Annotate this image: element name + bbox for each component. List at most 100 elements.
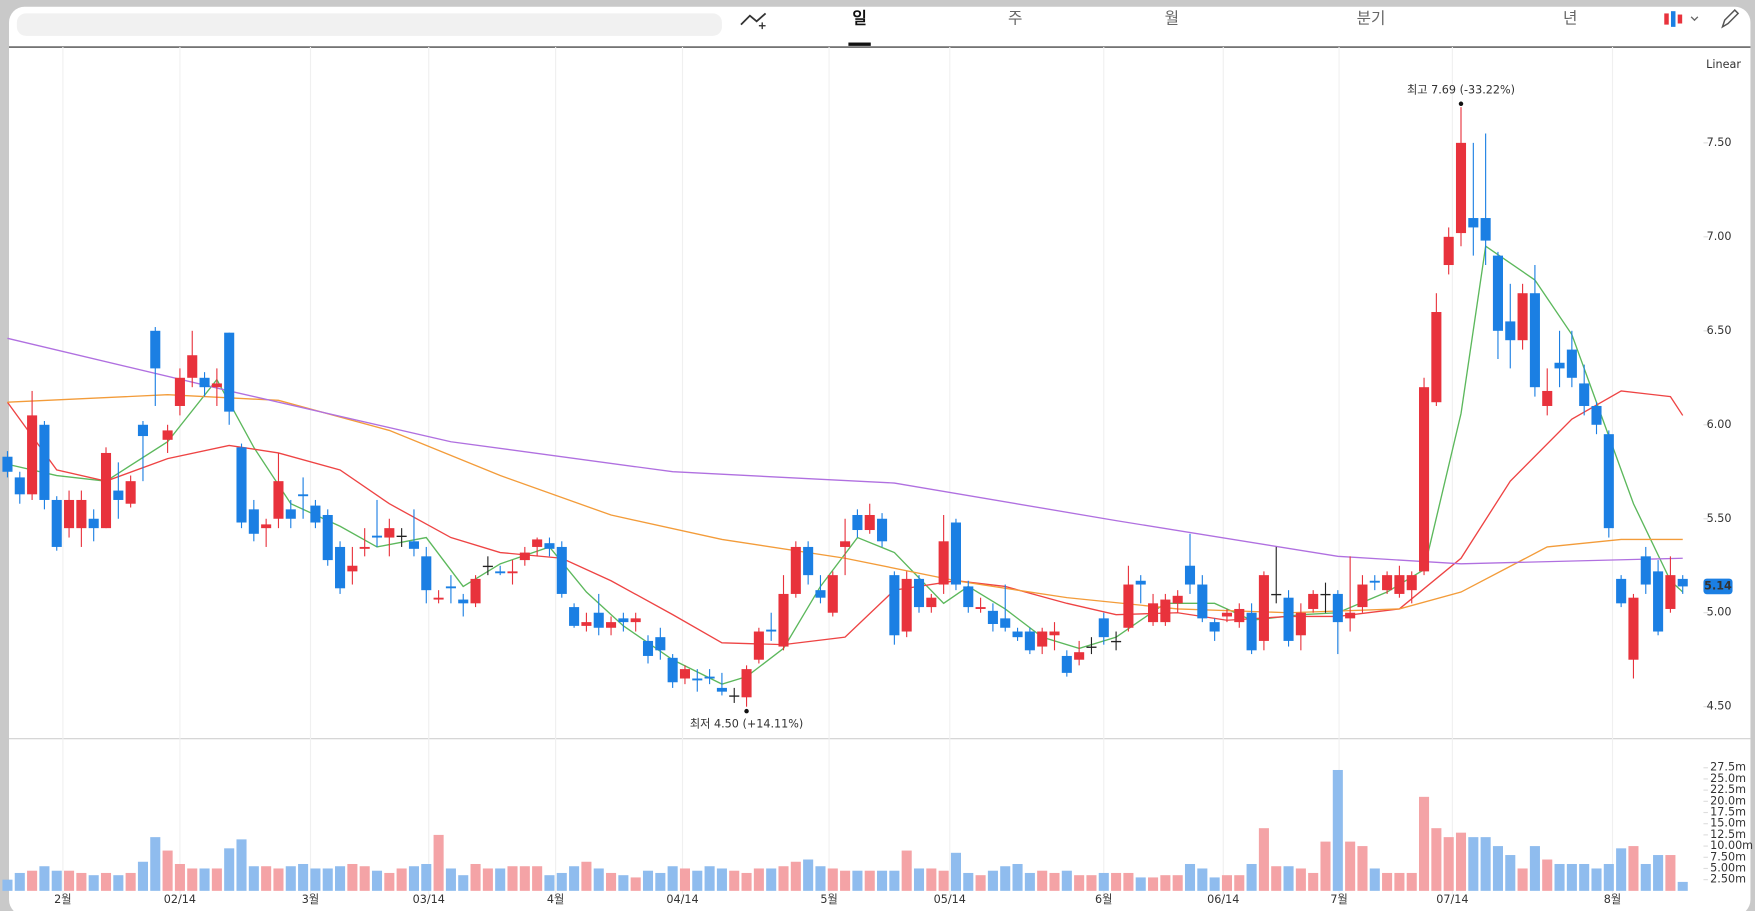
candle-body	[1382, 575, 1393, 591]
candle-body	[519, 552, 530, 561]
volume-bar	[1209, 877, 1220, 891]
candle-body	[766, 629, 777, 632]
candle-body	[877, 518, 888, 542]
volume-bar	[815, 866, 826, 891]
volume-bar	[125, 872, 136, 891]
volume-bar	[544, 875, 555, 891]
volume-bar	[606, 872, 617, 891]
volume-tick-label: 5.00m	[1710, 861, 1746, 874]
x-tick-label: 8월	[1604, 893, 1621, 906]
search-box[interactable]	[16, 13, 722, 36]
volume-bar	[519, 866, 530, 891]
volume-bar	[618, 875, 629, 891]
tab[interactable]: 주	[1008, 9, 1022, 28]
volume-bar	[1455, 832, 1467, 891]
scale-mode[interactable]: Linear	[1706, 58, 1741, 71]
volume-bar	[76, 872, 87, 891]
candle-body	[273, 481, 284, 519]
candle-body	[76, 499, 87, 529]
volume-bar	[790, 861, 801, 891]
line-tool-icon[interactable]	[740, 12, 767, 30]
tab[interactable]: 월	[1165, 9, 1179, 28]
candle-body	[1591, 405, 1602, 425]
volume-bar	[1554, 863, 1565, 891]
candle-body	[1345, 612, 1356, 619]
candle-body	[864, 514, 875, 531]
volume-bar	[507, 866, 518, 891]
candle-body	[1271, 593, 1282, 596]
volume-bar	[1172, 875, 1183, 891]
candle-body	[1431, 312, 1442, 403]
volume-bar	[1234, 875, 1245, 891]
volume-bar	[1603, 863, 1614, 891]
volume-bar	[248, 866, 259, 891]
candle-body	[815, 590, 826, 598]
volume-bar	[1369, 868, 1380, 891]
draw-icon[interactable]	[1721, 9, 1740, 29]
candle-body	[174, 377, 185, 406]
volume-bar	[642, 870, 654, 891]
volume-bar	[679, 868, 690, 891]
candle-body	[827, 575, 838, 613]
candle-body	[1209, 622, 1220, 632]
candle-body	[1419, 387, 1430, 572]
candle-body	[261, 524, 272, 529]
tab[interactable]: 년	[1563, 9, 1577, 28]
candle-body	[1258, 575, 1269, 641]
volume-bar	[741, 872, 752, 891]
tab[interactable]: 일	[852, 9, 866, 28]
candle-body	[100, 452, 112, 529]
volume-bar	[803, 859, 814, 891]
candle-body	[926, 597, 937, 608]
candle-body	[1455, 142, 1467, 234]
candle-body	[1394, 575, 1405, 594]
candle-body	[1665, 575, 1676, 609]
candle-body	[1566, 349, 1577, 378]
candle-body	[679, 669, 690, 679]
candle-body	[1000, 618, 1011, 628]
volume-bar	[150, 837, 161, 891]
volume-bar	[827, 868, 838, 891]
candle-body	[458, 599, 469, 604]
volume-bar	[1135, 877, 1146, 891]
candle-body	[1640, 556, 1651, 585]
volume-bar	[1320, 841, 1331, 891]
volume-bar	[1382, 872, 1393, 891]
candle-body	[359, 546, 370, 549]
volume-bar	[113, 875, 124, 891]
candle-body	[741, 669, 752, 698]
x-tick-label: 3월	[302, 893, 319, 906]
volume-bar	[1197, 868, 1208, 891]
candle-body	[1653, 571, 1664, 632]
volume-bar	[408, 866, 419, 891]
x-tick-label: 06/14	[1207, 893, 1239, 906]
candle-body	[113, 490, 124, 500]
candle-body	[667, 657, 678, 683]
volume-tick-label: 12.5m	[1710, 828, 1746, 841]
volume-bar	[1517, 868, 1528, 891]
y-tick-label: 5.50	[1707, 512, 1732, 525]
panel	[9, 6, 1751, 911]
candle-body	[1160, 599, 1171, 623]
candle-body	[507, 571, 518, 574]
chart-style-icon[interactable]	[1664, 11, 1699, 27]
x-tick-label: 6월	[1095, 893, 1112, 906]
volume-bar	[1468, 837, 1479, 891]
tab[interactable]: 분기	[1357, 9, 1386, 28]
volume-bar	[1246, 863, 1257, 891]
volume-bar	[1616, 848, 1627, 891]
candle-body	[642, 640, 654, 656]
volume-bar	[1049, 872, 1060, 891]
volume-bar	[1061, 870, 1072, 891]
volume-bar	[630, 877, 641, 891]
candle-body	[630, 618, 641, 623]
grid	[62, 47, 1614, 896]
last-price-tag	[1703, 578, 1733, 595]
candle-body	[618, 618, 629, 623]
volume-bar	[1677, 881, 1688, 891]
candle-body	[1480, 218, 1491, 241]
volume-bar	[778, 866, 789, 891]
candle-body	[482, 565, 493, 568]
x-tick-label: 04/14	[666, 893, 698, 906]
volume-bar	[1184, 863, 1196, 891]
